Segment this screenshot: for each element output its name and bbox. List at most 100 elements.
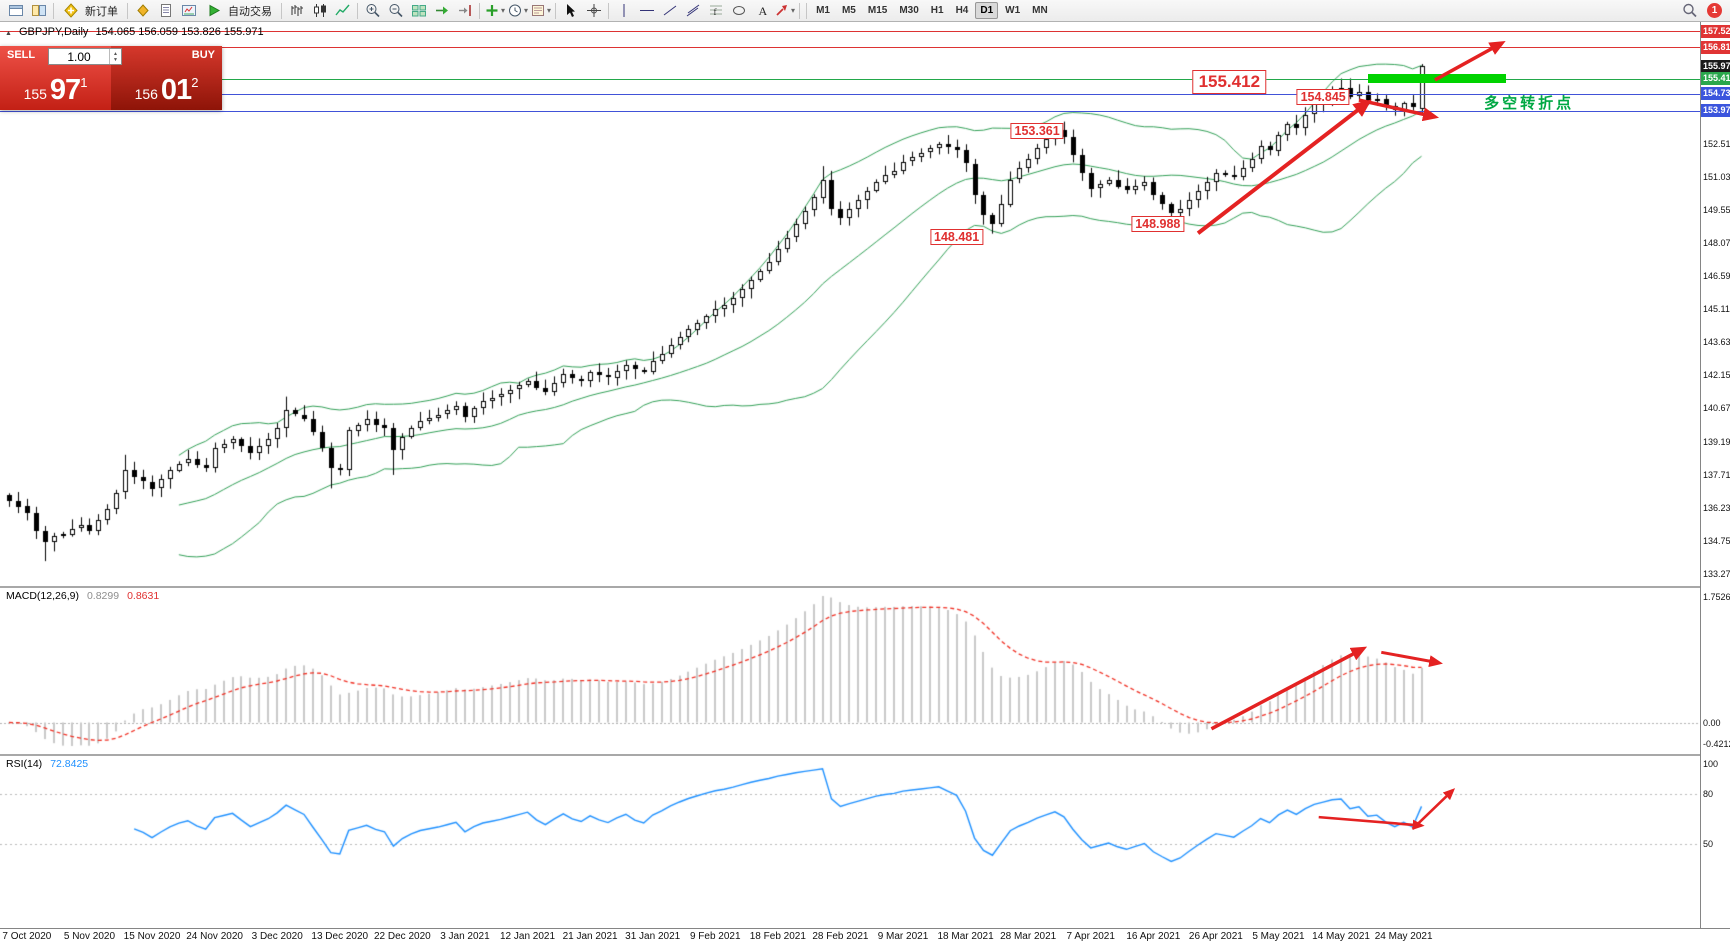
periods-icon[interactable]: ▾ xyxy=(506,0,529,21)
price-tick: 152.510 xyxy=(1703,138,1730,149)
timeframe-w1[interactable]: W1 xyxy=(1005,5,1021,16)
timeframe-m5[interactable]: M5 xyxy=(841,5,856,16)
date-label: 3 Dec 2020 xyxy=(251,931,303,942)
time-axis[interactable]: 7 Oct 2020 5 Nov 2020 15 Nov 2020 24 Nov 20… xyxy=(0,928,1730,945)
data-window-icon[interactable] xyxy=(154,0,177,21)
indicators-icon[interactable]: ▾ xyxy=(483,0,506,21)
shapes-icon[interactable] xyxy=(727,0,750,21)
horizontal-line-icon[interactable] xyxy=(635,0,658,21)
chevron-down-icon: ▾ xyxy=(524,6,529,15)
macd-scale-label: 1.7526 xyxy=(1703,592,1730,602)
text-label-icon[interactable]: A xyxy=(750,0,773,21)
price-tick: 137.710 xyxy=(1703,469,1730,480)
price-tick: 146.590 xyxy=(1703,270,1730,281)
volume-value: 1.00 xyxy=(67,49,91,64)
highlight-zone[interactable] xyxy=(1367,74,1507,84)
line-chart-icon[interactable] xyxy=(331,0,354,21)
price-tick: 136.230 xyxy=(1703,502,1730,513)
horizontal-level-line[interactable] xyxy=(0,47,1700,48)
market-watch-icon-glyph xyxy=(135,3,151,18)
candlestick-chart-icon[interactable] xyxy=(308,0,331,21)
horizontal-level-line[interactable] xyxy=(0,111,1700,112)
navigator-icon[interactable] xyxy=(177,0,200,21)
cursor-icon[interactable] xyxy=(559,0,582,21)
date-label: 28 Mar 2021 xyxy=(1000,931,1057,942)
horizontal-level-line[interactable] xyxy=(0,94,1700,95)
channel-icon[interactable] xyxy=(681,0,704,21)
timeframe-h1[interactable]: H1 xyxy=(930,5,944,16)
date-label: 3 Jan 2021 xyxy=(440,931,490,942)
timeframe-m30[interactable]: M30 xyxy=(899,5,919,16)
horizontal-level-line[interactable] xyxy=(0,79,1700,80)
price-tick: 142.150 xyxy=(1703,370,1730,381)
notification-badge[interactable]: 1 xyxy=(1707,3,1722,18)
new-chart-icon[interactable] xyxy=(4,0,27,21)
price-tag: 155.971 xyxy=(1701,59,1730,73)
profiles-icon[interactable] xyxy=(27,0,50,21)
volume-spinner[interactable]: ▲ ▼ xyxy=(109,49,121,64)
data-window-icon-glyph xyxy=(158,3,174,18)
new-chart-icon-glyph xyxy=(8,3,24,18)
price-tick: 140.670 xyxy=(1703,403,1730,414)
new-order-button[interactable]: 新订单 xyxy=(57,0,124,21)
timeframe-m1[interactable]: M1 xyxy=(816,5,830,16)
volume-input[interactable]: 1.00 ▲ ▼ xyxy=(48,48,122,65)
horizontal-level-line[interactable] xyxy=(0,31,1700,32)
search-icon[interactable] xyxy=(1678,0,1701,21)
vertical-line-icon[interactable] xyxy=(612,0,635,21)
chart-shift-icon[interactable] xyxy=(453,0,476,21)
templates-icon[interactable]: ▾ xyxy=(529,0,552,21)
rsi-scale-label: 100 xyxy=(1703,759,1719,769)
tile-windows-icon[interactable] xyxy=(407,0,430,21)
buy-button[interactable]: BUY 156 012 xyxy=(111,46,222,110)
trendline-icon[interactable] xyxy=(658,0,681,21)
macd-scale-label: -0.4212 xyxy=(1703,739,1730,749)
cursor-icon-glyph xyxy=(563,3,579,18)
market-watch-icon[interactable] xyxy=(131,0,154,21)
zoom-out-icon[interactable] xyxy=(384,0,407,21)
date-label: 7 Apr 2021 xyxy=(1066,931,1115,942)
price-annotation[interactable]: 148.481 xyxy=(930,228,984,245)
auto-scroll-icon[interactable] xyxy=(430,0,453,21)
arrows-tool-icon[interactable]: ▾ xyxy=(773,0,796,21)
crosshair-icon-glyph xyxy=(586,3,602,18)
price-annotation[interactable]: 148.988 xyxy=(1131,216,1185,233)
date-label: 28 Feb 2021 xyxy=(812,931,869,942)
zoom-in-icon[interactable] xyxy=(361,0,384,21)
svg-text:f: f xyxy=(713,7,716,17)
date-label: 9 Mar 2021 xyxy=(877,931,929,942)
timeframe-mn[interactable]: MN xyxy=(1032,5,1048,16)
price-tick: 143.630 xyxy=(1703,337,1730,348)
timeframe-h4[interactable]: H4 xyxy=(955,5,969,16)
price-annotation[interactable]: 154.845 xyxy=(1296,88,1350,105)
svg-text:A: A xyxy=(758,4,767,18)
date-label: 31 Jan 2021 xyxy=(625,931,681,942)
tile-windows-icon-glyph xyxy=(411,3,427,18)
autotrading-button-label: 自动交易 xyxy=(228,5,272,18)
panel-separator[interactable] xyxy=(0,754,1730,756)
timeframe-m15[interactable]: M15 xyxy=(867,5,888,16)
price-annotation[interactable]: 155.412 xyxy=(1192,69,1267,94)
new-order-glyph xyxy=(63,3,79,18)
symbol-title: GBPJPY,Daily xyxy=(18,26,89,38)
buy-label: BUY xyxy=(191,49,215,61)
one-click-trading-panel: SELL 155 971 BUY 156 012 1.00 ▲ ▼ xyxy=(0,46,222,110)
bar-chart-icon-glyph xyxy=(289,3,305,18)
autotrading-button[interactable]: 自动交易 xyxy=(200,0,278,21)
macd-name: MACD(12,26,9) xyxy=(6,590,79,602)
sell-label: SELL xyxy=(7,49,36,61)
toolbar-right-group: 1 xyxy=(1678,0,1726,21)
turning-point-note[interactable]: 多空转折点 xyxy=(1484,95,1575,113)
bar-chart-icon[interactable] xyxy=(285,0,308,21)
crosshair-icon[interactable] xyxy=(582,0,605,21)
toolbar-separator xyxy=(357,2,358,19)
toolbar-separator xyxy=(479,2,480,19)
price-scale[interactable]: 152.510 151.030 149.550 148.070 146.590 145.1… xyxy=(1700,22,1730,928)
panel-separator[interactable] xyxy=(0,586,1730,588)
timeframe-d1[interactable]: D1 xyxy=(975,2,999,19)
price-annotation[interactable]: 153.361 xyxy=(1010,123,1064,140)
fibonacci-icon[interactable]: f xyxy=(704,0,727,21)
date-label: 9 Feb 2021 xyxy=(689,931,741,942)
